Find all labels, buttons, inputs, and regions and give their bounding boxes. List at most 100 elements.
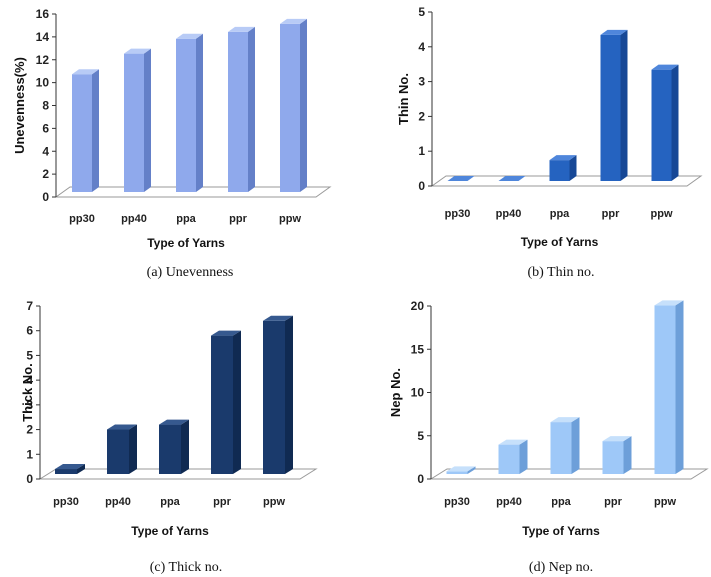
chart-panel-3: 0 1 2 3 4 5 6 7 pp30 pp40 ppa ppr ppw Type of Yarns Th… xyxy=(20,299,318,575)
x-tick-label: ppr xyxy=(602,208,620,220)
y-tick-label: 10 xyxy=(36,76,50,90)
bar-top xyxy=(159,419,189,425)
bar-front xyxy=(498,444,520,474)
x-tick-label: pp30 xyxy=(69,213,95,225)
bar-front xyxy=(550,422,572,474)
y-tick-label: 1 xyxy=(26,447,33,461)
chart-caption: (a) Unevenness xyxy=(147,265,234,280)
chart-panel-4: 0 5 10 15 20 pp30 pp40 ppa ppr ppw Type of Yarns Ne… xyxy=(388,299,709,575)
bar-ppa xyxy=(159,419,189,474)
chart-panel-2: 0 1 2 3 4 5 pp30 pp40 ppa ppr ppw Type of Yarns Thin… xyxy=(396,5,703,280)
y-tick-label: 10 xyxy=(411,386,425,400)
bar-side xyxy=(467,466,476,474)
chart-caption: (b) Thin no. xyxy=(527,265,594,280)
y-tick-label: 8 xyxy=(42,99,49,113)
bar-ppw xyxy=(654,300,684,474)
x-tick-label: pp40 xyxy=(105,496,131,508)
bar-top xyxy=(280,18,307,24)
bar-front xyxy=(159,424,181,474)
y-tick-label: 6 xyxy=(26,324,33,338)
bar-side xyxy=(77,464,85,474)
x-tick-label: ppw xyxy=(654,496,676,508)
x-tick-label: ppa xyxy=(551,496,571,508)
bar-top xyxy=(124,48,151,54)
bar-front xyxy=(55,469,77,474)
bar-top xyxy=(550,417,580,423)
bar-top xyxy=(176,33,203,39)
y-tick-label: 2 xyxy=(42,167,49,181)
bar-ppw xyxy=(280,18,307,193)
x-tick-label: ppa xyxy=(160,496,180,508)
bar-side xyxy=(571,417,580,474)
bar-front xyxy=(72,74,92,192)
y-tick-label: 6 xyxy=(42,121,49,135)
bar-side xyxy=(620,29,628,182)
y-tick-label: 4 xyxy=(418,40,425,54)
bar-top xyxy=(447,176,475,181)
bar-ppr xyxy=(228,26,255,192)
x-tick-label: ppr xyxy=(229,213,247,225)
bar-front xyxy=(124,53,144,193)
bar-ppw xyxy=(651,64,679,181)
bar-side xyxy=(196,33,203,192)
bar-top xyxy=(446,466,476,472)
bar-side xyxy=(129,424,137,474)
bar-front xyxy=(651,69,672,181)
bar-ppr xyxy=(602,436,632,474)
bar-side xyxy=(144,48,151,193)
y-tick-label: 1 xyxy=(418,144,425,158)
bar-pp40 xyxy=(498,176,526,181)
y-tick-label: 5 xyxy=(417,429,424,443)
bar-front xyxy=(549,160,570,181)
y-tick-label: 0 xyxy=(42,190,49,204)
x-tick-label: ppr xyxy=(213,496,231,508)
bar-side xyxy=(92,69,99,192)
x-tick-label: ppw xyxy=(279,213,301,225)
bar-pp30 xyxy=(446,466,476,474)
x-tick-label: pp40 xyxy=(121,213,147,225)
bar-top xyxy=(602,436,632,442)
x-tick-label: pp40 xyxy=(496,496,522,508)
chart-caption: (d) Nep no. xyxy=(529,560,593,575)
bar-top xyxy=(549,155,577,161)
y-tick-label: 4 xyxy=(42,144,49,158)
y-axis-title: Unevenness(%) xyxy=(12,57,27,154)
bar-top xyxy=(654,300,684,306)
bar-front xyxy=(211,335,233,474)
bar-pp30 xyxy=(55,464,85,474)
bar-top xyxy=(498,176,526,181)
x-tick-label: pp30 xyxy=(445,208,471,220)
y-axis-title: Thick No. xyxy=(20,363,35,422)
bar-pp40 xyxy=(107,424,137,474)
y-tick-label: 14 xyxy=(36,30,50,44)
y-axis-title: Nep No. xyxy=(388,368,403,417)
y-tick-label: 2 xyxy=(26,423,33,437)
x-tick-label: ppw xyxy=(263,496,285,508)
x-tick-label: ppa xyxy=(550,208,570,220)
bar-front xyxy=(263,320,285,474)
x-axis-title: Type of Yarns xyxy=(521,235,599,249)
y-tick-label: 20 xyxy=(411,299,425,313)
x-tick-label: pp40 xyxy=(496,208,522,220)
bar-top xyxy=(107,424,137,430)
chart-panel-1: 0 2 4 6 8 10 12 14 16 pp30 pp40 ppa ppr ppw Type of Ya… xyxy=(12,7,332,280)
x-tick-label: pp30 xyxy=(444,496,470,508)
bar-side xyxy=(569,155,577,181)
bar-side xyxy=(623,436,632,474)
x-tick-label: pp30 xyxy=(53,496,79,508)
y-tick-label: 3 xyxy=(26,398,33,412)
bar-side xyxy=(248,26,255,192)
y-tick-label: 0 xyxy=(26,472,33,486)
bar-front xyxy=(280,23,300,193)
y-tick-label: 12 xyxy=(36,53,50,67)
y-tick-label: 0 xyxy=(418,179,425,193)
bar-ppr xyxy=(600,29,628,182)
bar-side xyxy=(233,330,241,474)
x-tick-label: ppa xyxy=(176,213,196,225)
bar-ppw xyxy=(263,315,293,474)
bar-front xyxy=(228,31,248,192)
y-tick-label: 5 xyxy=(418,5,425,19)
y-tick-label: 15 xyxy=(411,342,425,356)
bar-pp40 xyxy=(124,48,151,193)
